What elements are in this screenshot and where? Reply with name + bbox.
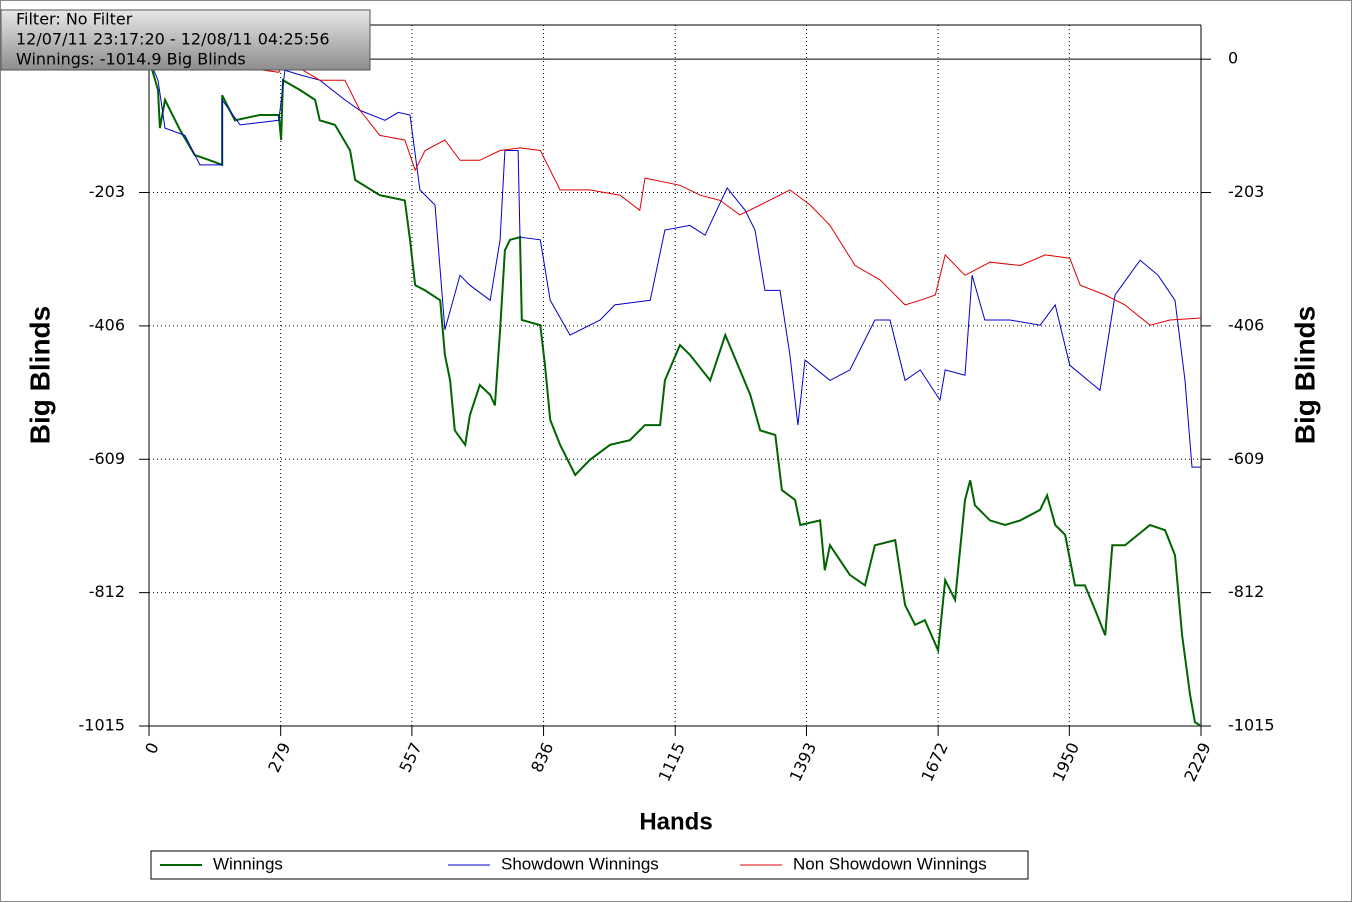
legend-label: Non Showdown Winnings [793, 854, 987, 873]
y-tick-label: -609 [89, 449, 125, 468]
info-winnings: Winnings: -1014.9 Big Blinds [16, 50, 246, 69]
series-line [148, 58, 1202, 727]
series-line [148, 58, 1202, 326]
info-filter: Filter: No Filter [16, 10, 133, 29]
legend [150, 850, 1029, 880]
legend-label: Winnings [213, 854, 283, 873]
y2-tick-label: -812 [1228, 582, 1264, 601]
info-box [0, 9, 371, 71]
y2-tick-label: -609 [1228, 449, 1264, 468]
y2-tick-label: 0 [1228, 49, 1238, 68]
info-dates: 12/07/11 23:17:20 - 12/08/11 04:25:56 [16, 30, 330, 49]
y-axis-title: Big Blinds [24, 306, 55, 444]
y2-axis-title: Big Blinds [1289, 306, 1320, 444]
y2-tick-label: -203 [1228, 182, 1264, 201]
y-tick-label: -203 [89, 182, 125, 201]
y-tick-label: -1015 [79, 716, 126, 735]
y2-tick-label: -406 [1228, 315, 1264, 334]
y2-tick-label: -1015 [1228, 716, 1275, 735]
y-tick-label: -812 [89, 582, 125, 601]
legend-label: Showdown Winnings [501, 854, 659, 873]
y-tick-label: -406 [89, 315, 125, 334]
x-axis-title: Hands [639, 808, 712, 835]
